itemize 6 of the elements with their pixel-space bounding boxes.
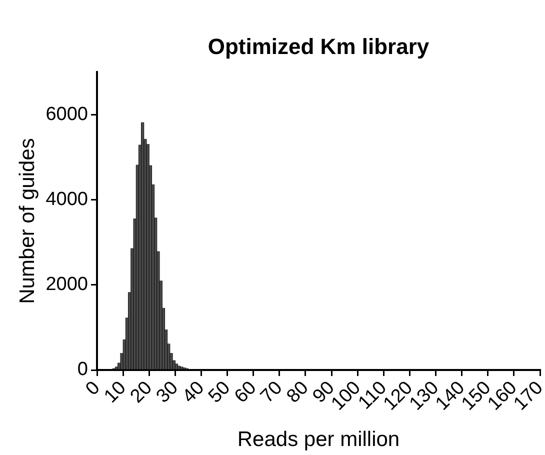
y-axis-title: Number of guides — [16, 138, 39, 304]
y-tick-label: 2000 — [46, 274, 88, 296]
y-tick-label: 6000 — [46, 104, 88, 125]
chart-title: Optimized Km library — [208, 34, 430, 60]
x-axis-title: Reads per million — [237, 428, 400, 451]
y-tick-label: 4000 — [46, 188, 88, 210]
